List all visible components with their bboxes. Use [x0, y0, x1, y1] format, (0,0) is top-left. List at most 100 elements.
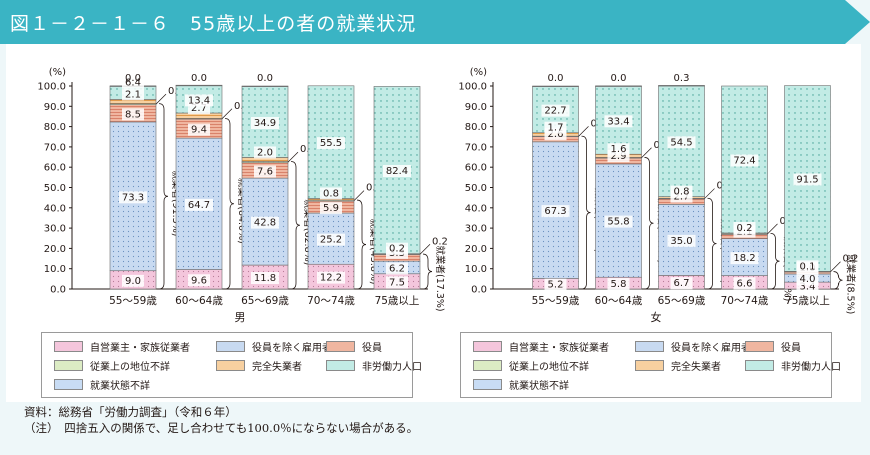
- value-label-employee: 73.3: [122, 192, 144, 203]
- legend-item-status-unknown: 従業上の地位不詳: [473, 358, 589, 373]
- value-label-not-stated: 0.0: [257, 73, 273, 84]
- value-label-bg: [667, 234, 696, 247]
- employed-total-label: 就業者(17.3%): [434, 246, 446, 312]
- value-label-bg: [122, 76, 144, 89]
- value-label-employee: 35.0: [670, 236, 692, 247]
- value-label-bg: [607, 278, 630, 291]
- legend-swatch: [473, 379, 502, 390]
- y-unit-label: (%): [49, 67, 66, 78]
- legend-swatch: [745, 360, 774, 371]
- value-label-bg: [541, 104, 570, 117]
- leader-line: [704, 188, 715, 199]
- value-label-non-labor: 72.4: [733, 155, 755, 166]
- value-label-not-stated: 0.0: [125, 73, 141, 84]
- chart-male: (%) 0.0 10.0 20.0 30.0 40.0 50.0 60.0 70.0 80.0 90…: [37, 67, 448, 324]
- legend-swatch: [326, 360, 355, 371]
- value-label-self-employed: 5.8: [611, 279, 627, 290]
- title-bar: 図１－２－１－６ 55歳以上の者の就業状況: [0, 0, 870, 44]
- value-label-bg: [317, 137, 345, 150]
- legend-item-unemployed: 完全失業者: [216, 358, 302, 373]
- value-label-executive: 7.6: [257, 166, 273, 177]
- value-label-unemployed: 1.6: [611, 144, 627, 155]
- legend-label: 非労働力人口: [362, 362, 422, 373]
- value-label-non-labor: 22.7: [544, 106, 566, 117]
- value-label-unemployed: 2.0: [257, 147, 273, 158]
- x-category-label: 75歳以上: [785, 295, 830, 307]
- legend-label: 従業上の地位不詳: [90, 362, 170, 373]
- legend-swatch: [54, 360, 83, 371]
- y-unit-label: (%): [470, 67, 487, 78]
- value-label-bg: [667, 136, 696, 149]
- legend-item-employee: 役員を除く雇用者: [216, 339, 332, 354]
- value-label-bg: [320, 187, 342, 200]
- value-label-bg: [733, 277, 756, 290]
- value-label-self-employed: 12.2: [320, 273, 342, 284]
- value-label-bg: [320, 202, 342, 215]
- value-label-employee: 64.7: [188, 200, 210, 211]
- legend-label: 就業状態不詳: [90, 381, 150, 392]
- value-label-self-employed: 11.8: [254, 273, 276, 284]
- legend-label: 役員を除く雇用者: [252, 343, 332, 354]
- legend-label: 従業上の地位不詳: [509, 362, 589, 373]
- figure-panel: (%) 0.0 10.0 20.0 30.0 40.0 50.0 60.0 70.0 80.0 90…: [6, 44, 861, 402]
- legend-item-self-employed: 自営業主・家族従業者: [473, 339, 609, 354]
- value-label-self-employed: 3.4: [800, 282, 816, 293]
- y-tick-label: 10.0: [44, 264, 66, 275]
- value-label-not-stated: 0.0: [611, 73, 627, 84]
- value-label-bg: [796, 260, 819, 273]
- x-category-label: 60～64歳: [175, 295, 223, 307]
- legend-swatch: [473, 360, 502, 371]
- y-tick-label: 50.0: [465, 183, 487, 194]
- value-label-not-stated: 0.0: [191, 73, 207, 84]
- value-label-bg: [383, 165, 411, 178]
- y-tick-label: 30.0: [44, 224, 66, 235]
- legend-swatch: [54, 379, 83, 390]
- charts-canvas: (%) 0.0 10.0 20.0 30.0 40.0 50.0 60.0 70.0 80.0 90…: [37, 67, 858, 324]
- legend-label: 役員を除く雇用者: [671, 343, 751, 354]
- value-label-unemployed: 0.8: [674, 187, 690, 198]
- y-tick-label: 100.0: [37, 82, 66, 93]
- x-category-label: 70～74歳: [307, 295, 355, 307]
- value-label-bg: [254, 146, 276, 159]
- legend-label: 非労働力人口: [781, 362, 841, 373]
- legend-swatch: [635, 360, 664, 371]
- panel-sex-label: 女: [651, 310, 662, 324]
- value-label-bg: [122, 88, 144, 101]
- value-label-bg: [122, 274, 144, 287]
- legend-item-status-unknown: 従業上の地位不詳: [54, 358, 170, 373]
- value-label-bg: [188, 274, 210, 287]
- bar-segment-not-stated: [595, 85, 642, 87]
- value-label-bg: [607, 143, 630, 156]
- employed-brace: [644, 157, 654, 290]
- note-text: （注） 四捨五入の関係で、足し合わせても100.0％にならない場合がある。: [24, 421, 419, 435]
- y-tick-label: 60.0: [44, 163, 66, 174]
- x-category-label: 60～64歳: [595, 295, 643, 307]
- employed-brace: [158, 103, 169, 290]
- employed-total-label: 就業者(8.5%): [845, 254, 857, 314]
- value-label-bg: [251, 216, 279, 229]
- value-label-bg: [604, 115, 633, 128]
- employed-brace: [224, 118, 235, 290]
- y-tick-label: 70.0: [44, 142, 66, 153]
- legend-swatch: [216, 341, 245, 352]
- value-label-employee: 55.8: [607, 217, 629, 228]
- value-label-non-labor: 91.5: [796, 174, 818, 185]
- bar-segment-not-stated: [175, 84, 223, 87]
- employed-brace: [770, 232, 780, 290]
- value-label-bg: [185, 94, 213, 107]
- y-tick-label: 50.0: [44, 183, 66, 194]
- value-label-bg: [796, 273, 819, 286]
- leader-line: [419, 244, 431, 255]
- value-label-unemployed: 2.1: [125, 89, 141, 100]
- value-label-self-employed: 9.6: [191, 275, 207, 286]
- value-label-bg: [730, 252, 759, 265]
- value-label-status-unknown: 0.2: [432, 236, 448, 247]
- figure-number: 図１－２－１－６: [10, 13, 171, 35]
- y-tick-label: 70.0: [465, 142, 487, 153]
- legend-label: 完全失業者: [671, 362, 721, 373]
- legend-item-not-stated: 就業状態不詳: [54, 377, 150, 392]
- legend-swatch: [635, 341, 664, 352]
- value-label-unemployed: 1.7: [548, 123, 564, 134]
- x-category-label: 65～69歳: [241, 295, 289, 307]
- leader-line: [578, 126, 589, 137]
